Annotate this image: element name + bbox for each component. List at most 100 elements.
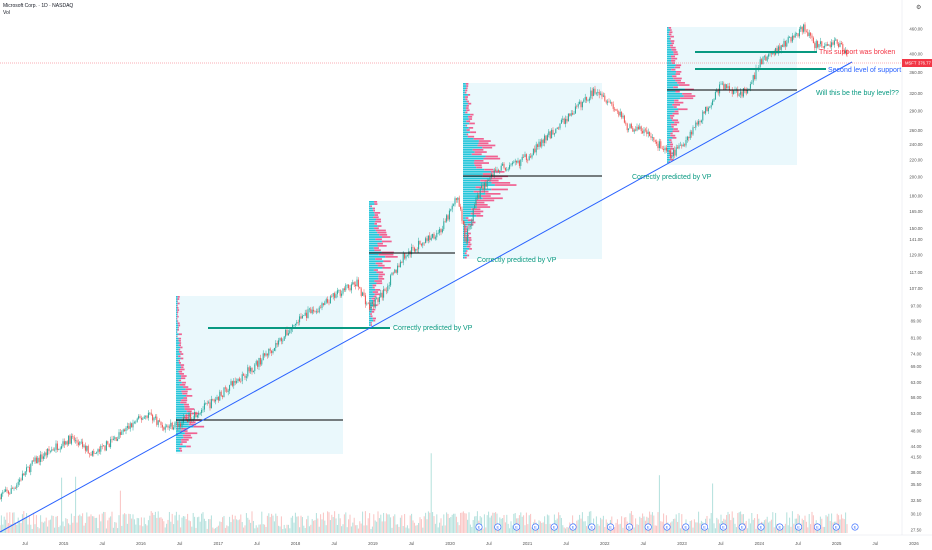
- vp-bar-up: [369, 324, 371, 326]
- vp-bar-up: [463, 256, 465, 259]
- volume-bar: [790, 526, 792, 533]
- candle-body: [47, 448, 49, 456]
- volume-bar: [61, 477, 63, 533]
- volume-bar: [199, 521, 201, 533]
- candle-body: [345, 284, 347, 291]
- volume-bar: [542, 522, 544, 533]
- volume-bar: [822, 526, 824, 533]
- volume-bar: [640, 518, 642, 533]
- vp-bar-down: [376, 282, 383, 285]
- candle-body: [702, 111, 704, 121]
- vp-bar-down: [183, 403, 189, 406]
- gear-icon[interactable]: ⚙: [916, 5, 922, 11]
- vp-bar-down: [671, 152, 674, 155]
- volume-bar: [419, 517, 421, 533]
- volume-bar: [420, 519, 422, 533]
- vp-bar-down: [670, 154, 673, 157]
- volume-bar: [378, 518, 380, 533]
- price-tick-label: 320.00: [909, 91, 923, 96]
- vp-bar-up: [667, 132, 671, 135]
- candle-body: [124, 429, 126, 432]
- vp-bar-up: [369, 227, 374, 230]
- candle-body: [294, 323, 296, 325]
- candle-body: [72, 436, 74, 437]
- time-tick-label: Jul: [873, 541, 879, 546]
- vp-bar-up: [369, 291, 373, 293]
- vp-bar-up: [463, 252, 465, 255]
- volume-bar: [31, 528, 33, 533]
- vp-bar-down: [470, 131, 477, 134]
- vp-bar-up: [369, 218, 377, 221]
- volume-bar: [545, 524, 547, 533]
- vp-bar-down: [373, 209, 376, 212]
- vp-bar-down: [180, 450, 183, 452]
- candle-body: [822, 46, 824, 48]
- vp-bar-up: [369, 242, 378, 245]
- vp-bar-down: [673, 53, 679, 56]
- volume-bar: [748, 518, 750, 533]
- volume-bar: [133, 519, 135, 533]
- vp-bar-up: [667, 33, 669, 36]
- candle-body: [19, 479, 21, 482]
- candle-body: [623, 115, 625, 123]
- candle-body: [140, 417, 142, 420]
- candle-body: [649, 131, 651, 137]
- vp-bar-up: [667, 130, 673, 133]
- candle-body: [495, 169, 497, 171]
- vp-bar-down: [478, 140, 491, 142]
- volume-bar: [546, 514, 548, 533]
- vp-bar-up: [463, 135, 468, 138]
- vp-bar-down: [678, 84, 690, 86]
- candle-body: [471, 220, 473, 226]
- vp-bar-up: [463, 243, 469, 246]
- vp-bar-down: [176, 311, 179, 314]
- volume-bar: [49, 519, 51, 533]
- candle-body: [243, 374, 245, 376]
- volume-bar: [287, 524, 289, 533]
- candle-body: [503, 163, 505, 168]
- candle-body: [476, 195, 478, 198]
- candle-body: [10, 488, 12, 494]
- vp-bar-up: [369, 223, 375, 225]
- candle-body: [492, 173, 494, 176]
- volume-bar: [842, 518, 844, 533]
- vp-bar-down: [474, 151, 487, 153]
- vp-bar-up: [463, 182, 492, 184]
- vp-bar-up: [176, 377, 181, 380]
- vp-bar-down: [670, 40, 675, 42]
- candle-body: [615, 109, 617, 111]
- candle-body: [831, 42, 833, 48]
- candle-body: [125, 427, 127, 432]
- candle-body: [105, 441, 107, 451]
- vp-bar-up: [463, 120, 467, 123]
- candle-body: [478, 195, 480, 198]
- candle-body: [178, 423, 180, 427]
- volume-bar: [489, 517, 491, 533]
- volume-bar: [696, 522, 698, 533]
- vp-bar-down: [374, 223, 378, 225]
- volume-bar: [33, 512, 35, 533]
- volume-bar: [128, 513, 130, 533]
- volume-bar: [271, 513, 273, 533]
- volume-bar: [388, 514, 390, 533]
- volume-bar: [605, 519, 607, 533]
- vp-bar-down: [670, 117, 674, 119]
- volume-bar: [840, 514, 842, 533]
- candle-body: [800, 26, 802, 30]
- candle-body: [334, 293, 336, 298]
- volume-bar: [726, 515, 728, 533]
- volume-bar: [448, 517, 450, 533]
- candle-body: [622, 115, 624, 118]
- vp-bar-up: [667, 31, 670, 34]
- vp-bar-down: [466, 109, 470, 112]
- vp-bar-up: [176, 309, 178, 311]
- volume-bar: [492, 512, 494, 533]
- candle-body: [308, 308, 310, 310]
- volume-bar: [559, 515, 561, 533]
- volume-bar: [132, 514, 134, 533]
- vp-bar-down: [464, 91, 467, 94]
- vp-bar-up: [369, 264, 378, 267]
- volume-bar: [286, 524, 288, 533]
- volume-bar: [189, 521, 191, 533]
